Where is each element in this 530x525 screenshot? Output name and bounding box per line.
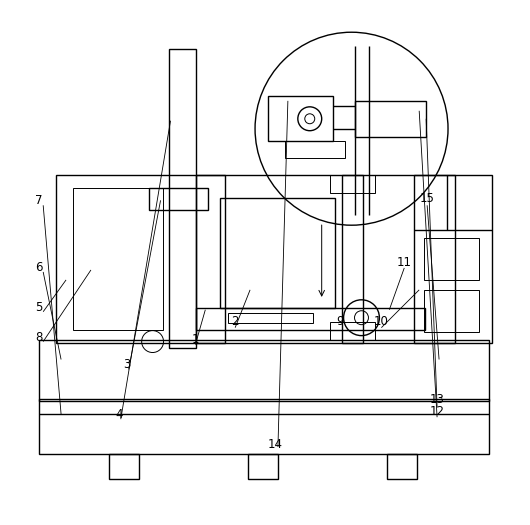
Bar <box>39 340 489 401</box>
Bar <box>228 313 313 323</box>
Text: 14: 14 <box>268 437 282 450</box>
Bar <box>424 290 479 332</box>
Text: 8: 8 <box>36 331 43 344</box>
Text: 4: 4 <box>115 408 122 421</box>
Bar <box>414 175 492 343</box>
Text: 1: 1 <box>192 333 199 346</box>
Text: 9: 9 <box>336 315 343 328</box>
Bar <box>197 308 425 330</box>
Bar <box>109 454 139 479</box>
Bar <box>285 141 345 158</box>
Text: 13: 13 <box>430 393 445 406</box>
Bar <box>268 96 333 141</box>
Bar <box>220 198 334 308</box>
Bar <box>148 188 208 211</box>
Text: 11: 11 <box>397 256 412 268</box>
Bar <box>73 188 163 330</box>
Text: 15: 15 <box>420 192 435 205</box>
Bar <box>330 322 375 340</box>
Bar <box>197 175 455 343</box>
Bar <box>387 454 417 479</box>
Bar <box>248 454 278 479</box>
Text: 3: 3 <box>123 358 130 371</box>
Bar <box>39 400 489 454</box>
Bar <box>330 175 375 193</box>
Text: 10: 10 <box>374 315 389 328</box>
Bar <box>169 49 197 348</box>
Text: 2: 2 <box>232 315 239 328</box>
Text: 7: 7 <box>36 194 43 207</box>
Text: 5: 5 <box>36 301 43 314</box>
Bar <box>424 238 479 280</box>
Bar <box>342 175 364 343</box>
Bar <box>56 175 225 343</box>
Text: 12: 12 <box>430 405 445 418</box>
Bar <box>355 101 426 136</box>
Text: 6: 6 <box>36 261 43 275</box>
